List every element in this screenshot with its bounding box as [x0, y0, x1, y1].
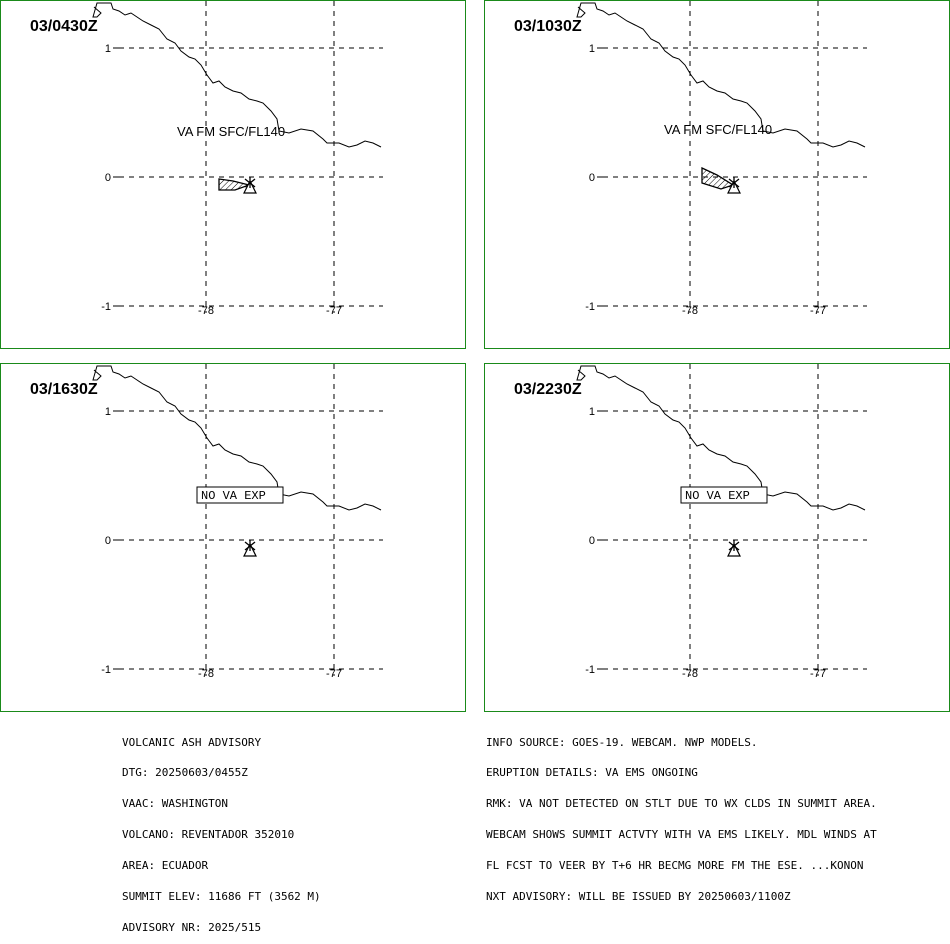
- advisory-line: RMK: VA NOT DETECTED ON STLT DUE TO WX C…: [486, 797, 877, 811]
- lat-label: -1: [101, 301, 111, 313]
- lat-label: 0: [589, 172, 595, 184]
- lat-label: -1: [585, 664, 595, 676]
- lon-label: -78: [682, 305, 698, 317]
- axis-labels: 1 0 -1 -78 -77: [585, 43, 826, 317]
- forecast-time: 03/1030Z: [514, 18, 582, 35]
- grid-lines: [597, 364, 867, 676]
- advisory-line: DTG: 20250603/0455Z: [122, 766, 248, 780]
- map-panel-4: 1 0 -1 -78 -77 NO VA EXP 03/2230Z: [484, 363, 950, 712]
- coastline: [92, 365, 382, 511]
- volcano-icon: [727, 177, 741, 194]
- lat-label: -1: [101, 664, 111, 676]
- lat-label: 1: [105, 43, 111, 55]
- lat-label: -1: [585, 301, 595, 313]
- map-canvas: 1 0 -1 -78 -77 NO VA EXP: [92, 364, 383, 680]
- advisory-line: VAAC: WASHINGTON: [122, 797, 228, 811]
- no-va-label: NO VA EXP: [685, 489, 750, 503]
- lon-label: -77: [810, 668, 826, 680]
- ash-height-label: VA FM SFC/FL140: [664, 122, 772, 137]
- advisory-line: ERUPTION DETAILS: VA EMS ONGOING: [486, 766, 698, 780]
- coastline: [576, 365, 866, 511]
- forecast-time: 03/2230Z: [514, 381, 582, 398]
- lon-label: -78: [198, 305, 214, 317]
- no-va-box: NO VA EXP: [196, 486, 284, 504]
- lon-label: -77: [326, 305, 342, 317]
- grid-lines: [113, 364, 383, 676]
- volcano-icon: [243, 540, 257, 557]
- forecast-time: 03/1630Z: [30, 381, 98, 398]
- volcano-icon: [243, 177, 257, 194]
- lat-label: 0: [105, 172, 111, 184]
- ash-height-label: VA FM SFC/FL140: [177, 124, 285, 139]
- advisory-line: VOLCANO: REVENTADOR 352010: [122, 828, 295, 842]
- map-panel-1: 1 0 -1 -78 -77 VA FM SFC/FL140 03/0430Z: [0, 0, 466, 349]
- lat-label: 1: [589, 406, 595, 418]
- lat-label: 0: [589, 535, 595, 547]
- advisory-line: FL FCST TO VEER BY T+6 HR BECMG MORE FM …: [486, 859, 864, 873]
- map-canvas: 1 0 -1 -78 -77 VA FM SFC/FL140: [576, 1, 867, 317]
- lon-label: -78: [198, 668, 214, 680]
- advisory-text-left: VOLCANIC ASH ADVISORY DTG: 20250603/0455…: [122, 717, 321, 944]
- map-canvas: 1 0 -1 -78 -77 VA FM SFC/FL140: [92, 1, 383, 317]
- ash-cloud-polygon: [218, 178, 252, 191]
- lon-label: -77: [326, 668, 342, 680]
- map-panel-2: 1 0 -1 -78 -77 VA FM SFC/FL140 03/1030Z: [484, 0, 950, 349]
- grid-lines: [113, 1, 383, 313]
- coastline: [576, 2, 866, 148]
- lon-label: -77: [810, 305, 826, 317]
- advisory-line: SUMMIT ELEV: 11686 FT (3562 M): [122, 890, 321, 904]
- lon-label: -78: [682, 668, 698, 680]
- forecast-time: 03/0430Z: [30, 18, 98, 35]
- advisory-text-right: INFO SOURCE: GOES-19. WEBCAM. NWP MODELS…: [486, 717, 877, 913]
- axis-labels: 1 0 -1 -78 -77: [101, 406, 342, 680]
- advisory-line: ADVISORY NR: 2025/515: [122, 920, 262, 934]
- no-va-label: NO VA EXP: [201, 489, 266, 503]
- axis-labels: 1 0 -1 -78 -77: [101, 43, 342, 317]
- coastline: [92, 2, 382, 148]
- advisory-line: AREA: ECUADOR: [122, 859, 209, 873]
- lat-label: 0: [105, 535, 111, 547]
- axis-labels: 1 0 -1 -78 -77: [585, 406, 826, 680]
- advisory-line: NXT ADVISORY: WILL BE ISSUED BY 20250603…: [486, 890, 791, 904]
- advisory-line: WEBCAM SHOWS SUMMIT ACTVTY WITH VA EMS L…: [486, 828, 877, 842]
- no-va-box: NO VA EXP: [680, 486, 768, 504]
- advisory-line: VOLCANIC ASH ADVISORY: [122, 735, 262, 749]
- advisory-line: INFO SOURCE: GOES-19. WEBCAM. NWP MODELS…: [486, 735, 758, 749]
- volcano-icon: [727, 540, 741, 557]
- lat-label: 1: [589, 43, 595, 55]
- grid-lines: [597, 1, 867, 313]
- map-panel-3: 1 0 -1 -78 -77 NO VA EXP 03/1630Z: [0, 363, 466, 712]
- ash-cloud-polygon: [701, 166, 735, 190]
- lat-label: 1: [105, 406, 111, 418]
- map-canvas: 1 0 -1 -78 -77 NO VA EXP: [576, 364, 867, 680]
